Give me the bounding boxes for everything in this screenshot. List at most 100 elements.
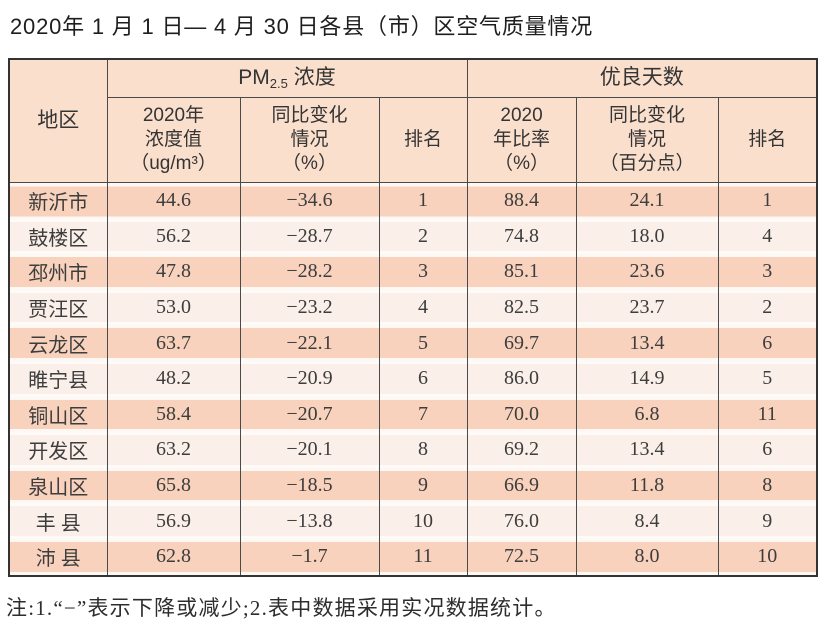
- pm-value-cell: 65.8: [106, 467, 241, 504]
- good-rank-cell: 5: [717, 360, 818, 397]
- region-cell: 丰 县: [8, 503, 108, 539]
- header-sub-row: 2020年 浓度值 （ug/m³） 同比变化 情况 （%） 排名 2020 年比…: [9, 97, 818, 183]
- region-cell: 泉山区: [8, 467, 108, 504]
- header-good-change: 同比变化 情况 （百分点）: [575, 97, 719, 183]
- good-rank-cell: 1: [717, 182, 818, 219]
- good-rate-cell: 86.0: [466, 360, 577, 397]
- pm-change-cell: −18.5: [239, 467, 380, 504]
- region-cell: 开发区: [8, 432, 108, 468]
- pm-value-cell: 53.0: [106, 289, 241, 326]
- pm-rank-cell: 9: [378, 467, 468, 504]
- pm-rank-cell: 4: [378, 289, 468, 326]
- good-rate-cell: 66.9: [466, 467, 577, 504]
- pm-change-cell: −34.6: [239, 182, 380, 219]
- region-cell: 鼓楼区: [8, 218, 108, 255]
- good-change-cell: 6.8: [575, 396, 719, 433]
- pm-rank-cell: 10: [378, 503, 468, 539]
- good-rank-cell: 9: [717, 503, 818, 539]
- table-row: 泉山区 65.8 −18.5 9 66.9 11.8 8: [8, 467, 818, 504]
- good-rate-cell: 69.2: [466, 432, 577, 468]
- good-change-cell: 8.0: [575, 538, 719, 576]
- table-row: 开发区 63.2 −20.1 8 69.2 13.4 6: [8, 432, 818, 468]
- table-header: 地区 PM2.5 浓度 优良天数 2020年 浓度值 （ug/m³） 同比变化 …: [8, 58, 818, 183]
- good-rank-cell: 11: [717, 396, 818, 433]
- good-change-cell: 24.1: [575, 182, 719, 219]
- good-rank-cell: 3: [717, 254, 818, 290]
- table-row: 云龙区 63.7 −22.1 5 69.7 13.4 6: [8, 325, 818, 361]
- table-row: 邳州市 47.8 −28.2 3 85.1 23.6 3: [8, 254, 818, 290]
- region-cell: 新沂市: [8, 182, 108, 219]
- pm-value-cell: 63.7: [106, 325, 241, 361]
- region-cell: 云龙区: [8, 325, 108, 361]
- good-change-cell: 13.4: [575, 325, 719, 361]
- good-rate-cell: 85.1: [466, 254, 577, 290]
- header-region: 地区: [8, 58, 108, 183]
- good-rank-cell: 10: [717, 538, 818, 576]
- pm-rank-cell: 6: [378, 360, 468, 397]
- pm-change-cell: −23.2: [239, 289, 380, 326]
- pm-rank-cell: 7: [378, 396, 468, 433]
- pm-change-cell: −13.8: [239, 503, 380, 539]
- region-cell: 睢宁县: [8, 360, 108, 397]
- region-cell: 铜山区: [8, 396, 108, 433]
- pm-change-cell: −20.1: [239, 432, 380, 468]
- pm25-label-prefix: PM: [238, 65, 270, 89]
- region-cell: 邳州市: [8, 254, 108, 290]
- footnote: 注:1.“−”表示下降或减少;2.表中数据采用实况数据统计。: [6, 595, 557, 620]
- pm-value-cell: 47.8: [106, 254, 241, 290]
- pm-value-cell: 63.2: [106, 432, 241, 468]
- good-change-cell: 11.8: [575, 467, 719, 504]
- good-change-cell: 8.4: [575, 503, 719, 539]
- pm-value-cell: 62.8: [106, 538, 241, 576]
- header-pm-value: 2020年 浓度值 （ug/m³）: [106, 97, 241, 183]
- good-rate-cell: 72.5: [466, 538, 577, 576]
- table-row: 铜山区 58.4 −20.7 7 70.0 6.8 11: [8, 396, 818, 433]
- table-row: 沛 县 62.8 −1.7 11 72.5 8.0 10: [8, 538, 818, 576]
- good-change-cell: 23.6: [575, 254, 719, 290]
- pm-rank-cell: 8: [378, 432, 468, 468]
- table-row: 新沂市 44.6 −34.6 1 88.4 24.1 1: [8, 182, 818, 219]
- header-good-days-group: 优良天数: [466, 58, 818, 98]
- pm25-subscript: 2.5: [269, 75, 288, 91]
- table-row: 贾汪区 53.0 −23.2 4 82.5 23.7 2: [8, 289, 818, 326]
- pm-rank-cell: 5: [378, 325, 468, 361]
- region-cell: 贾汪区: [8, 289, 108, 326]
- pm-value-cell: 48.2: [106, 360, 241, 397]
- pm-rank-cell: 11: [378, 538, 468, 576]
- pm-change-cell: −1.7: [239, 538, 380, 576]
- good-change-cell: 13.4: [575, 432, 719, 468]
- pm-value-cell: 56.9: [106, 503, 241, 539]
- pm-rank-cell: 2: [378, 218, 468, 255]
- good-change-cell: 14.9: [575, 360, 719, 397]
- pm-value-cell: 56.2: [106, 218, 241, 255]
- good-change-cell: 18.0: [575, 218, 719, 255]
- pm-value-cell: 44.6: [106, 182, 241, 219]
- good-rate-cell: 69.7: [466, 325, 577, 361]
- pm-rank-cell: 3: [378, 254, 468, 290]
- good-rate-cell: 76.0: [466, 503, 577, 539]
- table-body: 新沂市 44.6 −34.6 1 88.4 24.1 1 鼓楼区 56.2 −28.7 2 74.8 1…: [8, 182, 818, 576]
- header-pm25-group: PM2.5 浓度: [106, 58, 468, 98]
- good-rank-cell: 6: [717, 432, 818, 468]
- header-good-rate: 2020 年比率 （%）: [466, 97, 577, 183]
- pm25-label-suffix: 浓度: [287, 65, 336, 89]
- table-row: 睢宁县 48.2 −20.9 6 86.0 14.9 5: [8, 360, 818, 397]
- good-rank-cell: 6: [717, 325, 818, 361]
- table-row: 丰 县 56.9 −13.8 10 76.0 8.4 9: [8, 503, 818, 539]
- pm-rank-cell: 1: [378, 182, 468, 219]
- pm-change-cell: −28.2: [239, 254, 380, 290]
- page-title: 2020年 1 月 1 日— 4 月 30 日各县（市）区空气质量情况: [10, 14, 594, 39]
- region-cell: 沛 县: [8, 538, 108, 576]
- good-rate-cell: 88.4: [466, 182, 577, 219]
- air-quality-table: 地区 PM2.5 浓度 优良天数 2020年 浓度值 （ug/m³） 同比变化 …: [8, 58, 819, 577]
- header-pm-rank: 排名: [378, 97, 468, 183]
- pm-change-cell: −20.9: [239, 360, 380, 397]
- pm-change-cell: −22.1: [239, 325, 380, 361]
- good-rate-cell: 82.5: [466, 289, 577, 326]
- good-change-cell: 23.7: [575, 289, 719, 326]
- good-rate-cell: 74.8: [466, 218, 577, 255]
- pm-change-cell: −20.7: [239, 396, 380, 433]
- header-group-row: 地区 PM2.5 浓度 优良天数: [8, 58, 818, 183]
- pm-value-cell: 58.4: [106, 396, 241, 433]
- good-rank-cell: 4: [717, 218, 818, 255]
